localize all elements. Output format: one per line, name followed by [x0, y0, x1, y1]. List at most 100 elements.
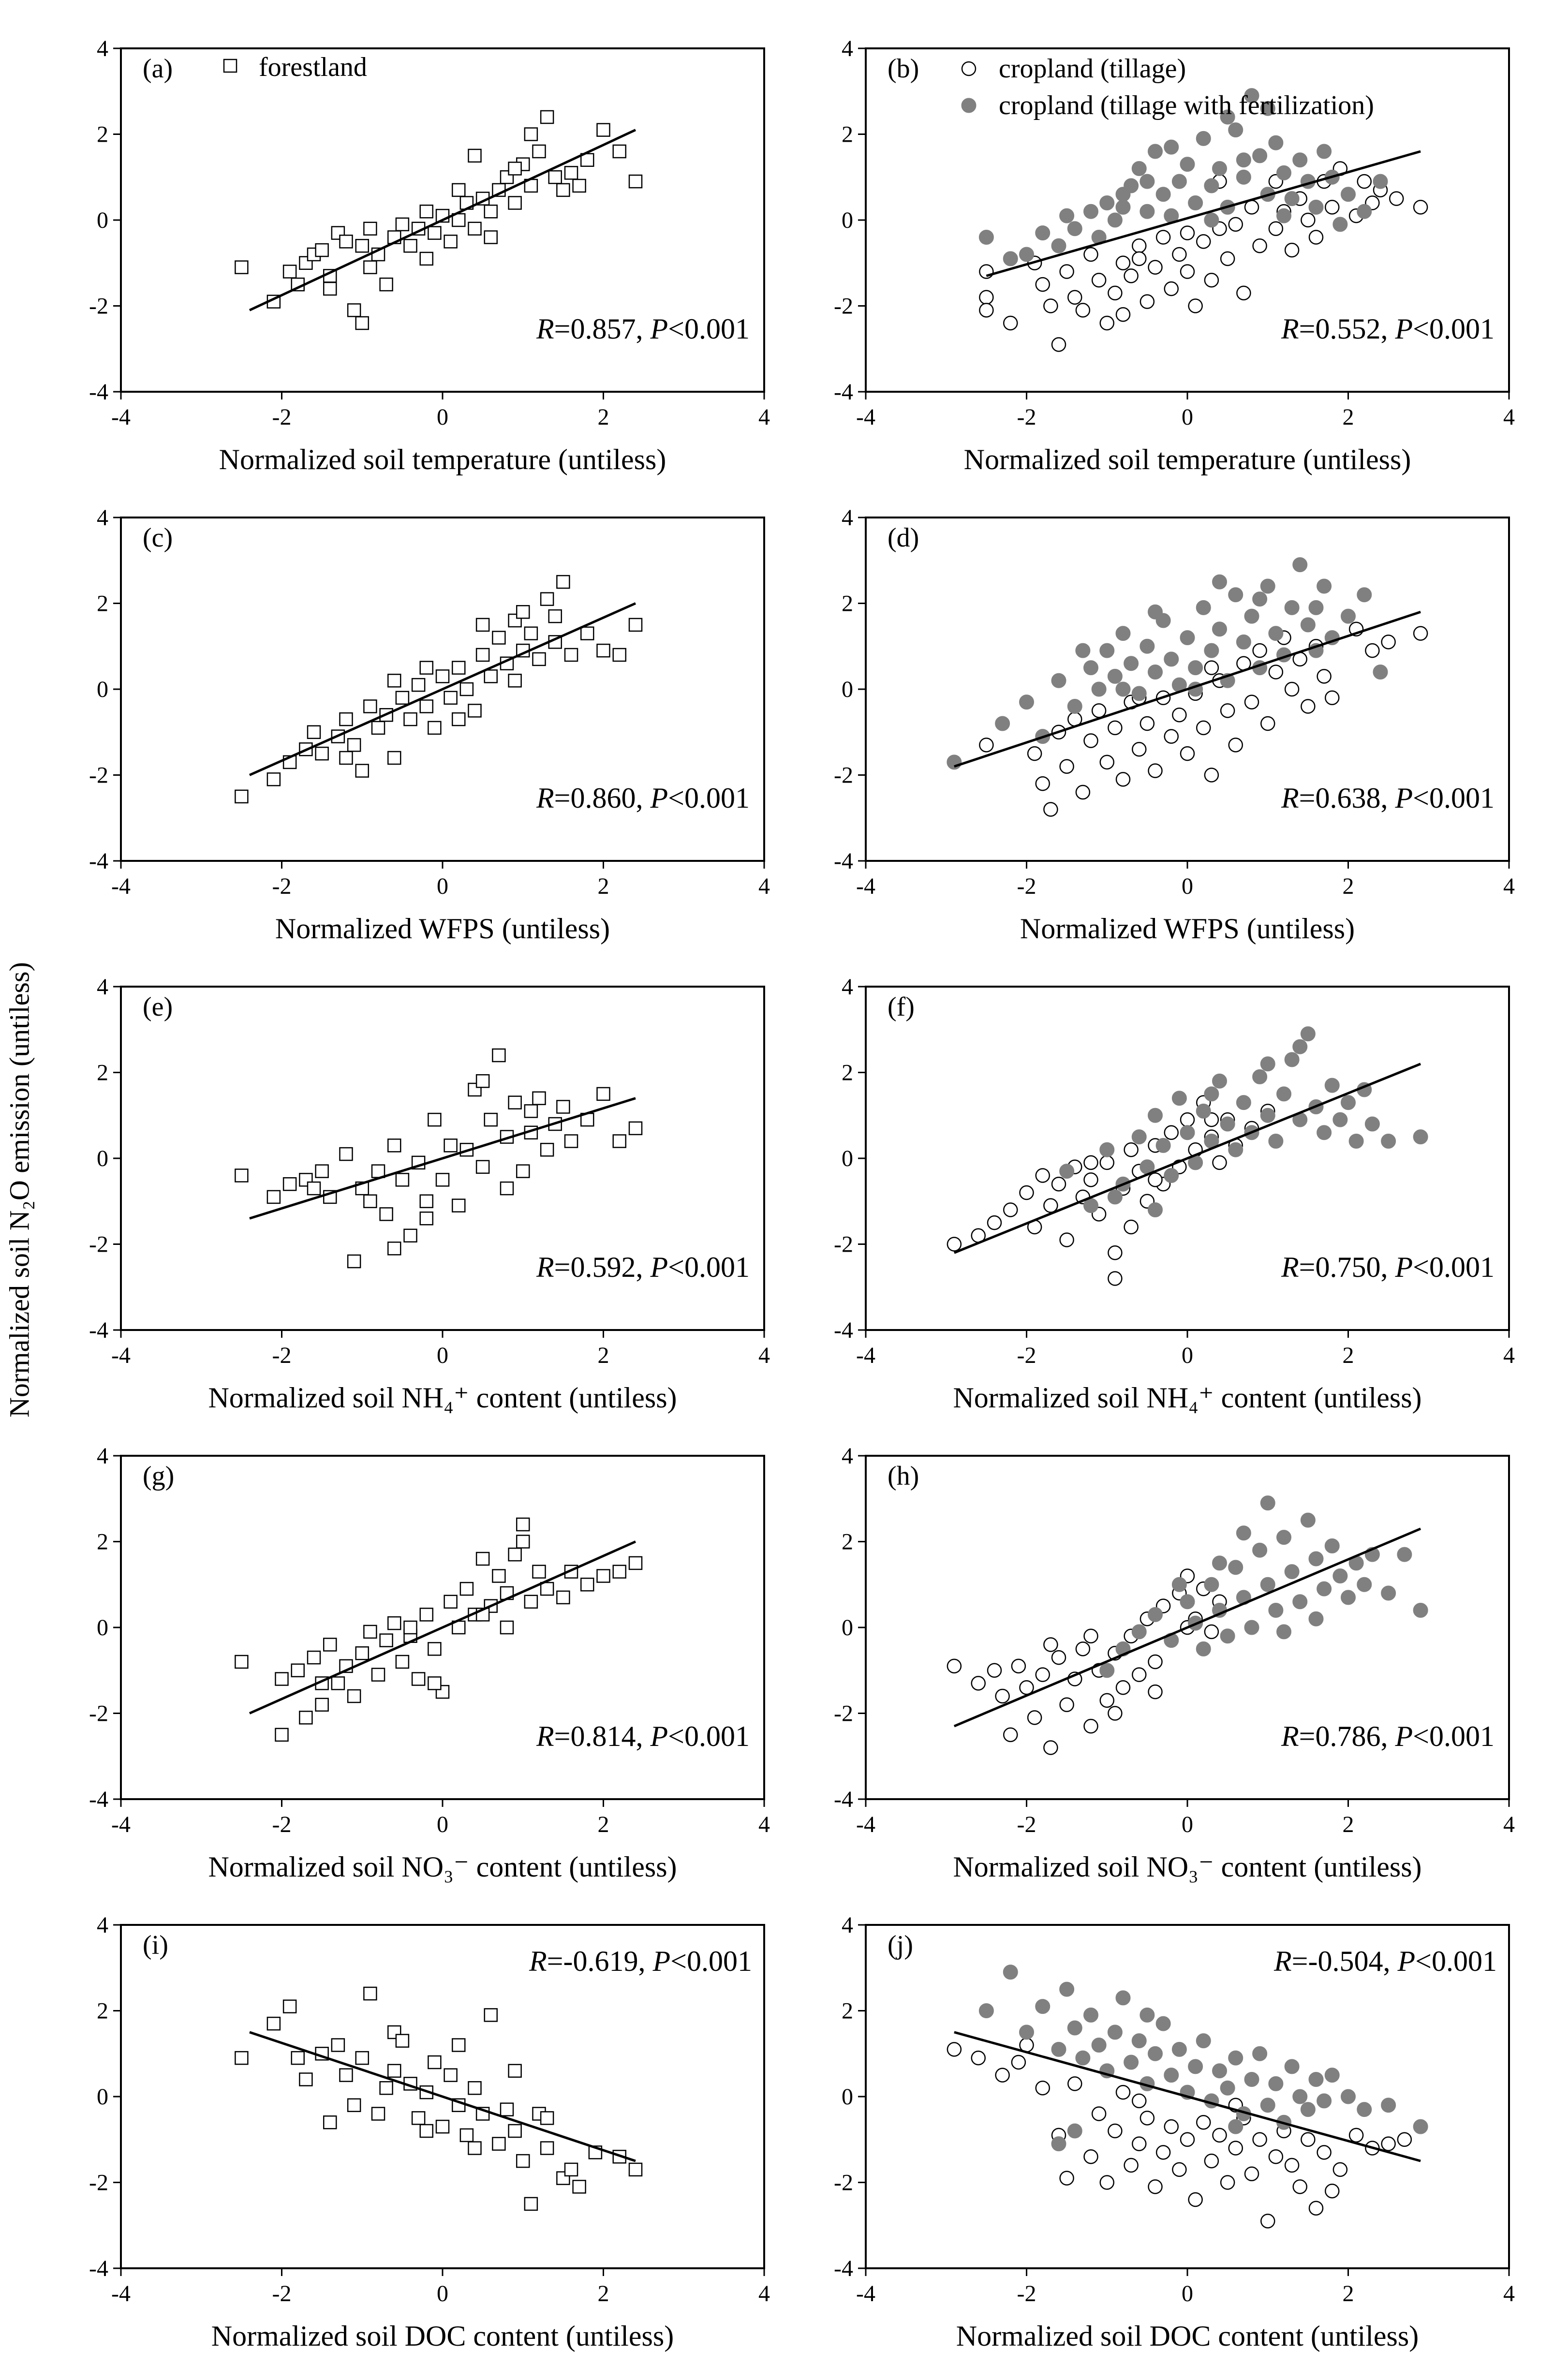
data-point: [1115, 626, 1131, 641]
data-point: [1397, 2132, 1412, 2147]
data-point: [532, 144, 546, 159]
data-point: [1301, 2132, 1316, 2147]
data-point: [1115, 2084, 1131, 2100]
data-point: [1091, 681, 1107, 697]
data-point: [419, 251, 433, 266]
data-point: [1115, 187, 1131, 202]
y-tick-label: 0: [842, 2084, 853, 2110]
data-point: [1268, 1134, 1284, 1149]
panel-e: -4 -2 0 2 4 -4 -2 0 2 4 Normalized soil NH₄⁺ conte…: [89, 974, 770, 1414]
y-tick-label: 0: [842, 677, 853, 702]
data-point: [1131, 2033, 1147, 2049]
data-point: [468, 148, 482, 163]
data-point: [419, 1212, 433, 1226]
x-tick-label: 0: [437, 1812, 448, 1837]
data-point: [484, 1112, 498, 1127]
data-point: [1252, 1542, 1268, 1558]
stat-label: R=0.857, P<0.001: [536, 313, 750, 345]
data-point: [1180, 157, 1195, 172]
data-point: [1148, 763, 1163, 778]
data-point: [1228, 2141, 1243, 2156]
y-tick-label: 0: [97, 1615, 108, 1641]
data-point: [508, 2124, 522, 2138]
y-tick-label: 4: [842, 36, 853, 61]
y-tick-label: -2: [834, 294, 853, 319]
x-tick-label: 2: [1343, 1343, 1354, 1368]
data-point: [1357, 204, 1372, 219]
data-point: [1260, 101, 1275, 116]
data-point: [516, 1535, 530, 1549]
data-point: [995, 716, 1010, 731]
data-point: [371, 1668, 385, 1682]
data-point: [1124, 1219, 1139, 1235]
data-point: [363, 699, 377, 713]
data-point: [1003, 315, 1018, 331]
data-point: [339, 1147, 353, 1161]
data-point: [1228, 587, 1243, 603]
data-point: [387, 1616, 401, 1630]
x-tick-label: 0: [1182, 2281, 1193, 2306]
data-point: [516, 1517, 530, 1532]
data-point: [1341, 1590, 1356, 1605]
data-point: [363, 1625, 377, 1639]
legend-label-fertilization: cropland (tillage with fertilization): [999, 90, 1374, 120]
data-point: [266, 2016, 281, 2031]
data-point: [1180, 2132, 1195, 2147]
data-point: [299, 1711, 313, 1725]
data-point: [323, 281, 337, 296]
data-point: [1332, 1112, 1348, 1127]
data-point: [1148, 2046, 1163, 2061]
panel-f: -4 -2 0 2 4 -4 -2 0 2 4 Normalized soil NH₄⁺ conte…: [834, 974, 1515, 1414]
data-point: [556, 575, 570, 589]
data-point: [1244, 695, 1259, 710]
data-point: [1204, 1086, 1219, 1102]
data-point: [1204, 2153, 1219, 2169]
data-point: [1268, 1603, 1284, 1618]
data-point: [1099, 643, 1115, 658]
data-point: [1284, 2158, 1300, 2173]
data-point: [475, 1160, 490, 1174]
data-point: [403, 1620, 417, 1635]
data-point: [1115, 255, 1131, 270]
data-point: [379, 1633, 393, 1647]
data-point: [1043, 802, 1058, 817]
y-tick-label: 2: [97, 1529, 108, 1555]
data-point: [1019, 695, 1034, 710]
data-point: [1228, 122, 1243, 138]
x-tick-label: -2: [272, 873, 292, 899]
data-point: [1252, 643, 1267, 658]
panel-label: (e): [143, 992, 173, 1022]
data-point: [1228, 2119, 1243, 2134]
data-point: [1155, 1138, 1171, 1153]
data-point: [1196, 600, 1211, 615]
data-point: [1083, 247, 1098, 262]
data-point: [1260, 1108, 1275, 1123]
data-point: [282, 1999, 297, 2013]
data-point: [1332, 1568, 1348, 1583]
data-point: [1365, 643, 1380, 658]
data-point: [347, 303, 361, 317]
panel-label: (c): [143, 523, 173, 553]
data-point: [1035, 1667, 1050, 1682]
data-point: [1204, 1624, 1219, 1640]
legend-cropland: cropland (tillage) cropland (tillage with…: [961, 54, 1374, 120]
data-point: [1301, 699, 1316, 714]
data-point: [628, 1121, 643, 1136]
data-point: [1381, 2098, 1396, 2113]
data-point: [1244, 1620, 1259, 1635]
data-point: [1188, 298, 1203, 313]
data-point: [1180, 630, 1195, 645]
data-point: [1284, 1564, 1300, 1580]
data-point: [1276, 1530, 1291, 1545]
data-point: [1148, 1654, 1163, 1670]
x-axis-label: Normalized soil temperature (untiless): [219, 443, 666, 475]
data-point: [1035, 776, 1050, 791]
x-tick-label: 4: [1503, 404, 1515, 430]
data-point: [979, 303, 994, 318]
data-point: [1099, 1155, 1114, 1170]
data-point: [1252, 591, 1268, 607]
x-tick-label: -4: [111, 1812, 131, 1837]
data-point: [1148, 144, 1163, 159]
data-point: [1260, 1056, 1275, 1072]
data-point: [1284, 681, 1300, 697]
